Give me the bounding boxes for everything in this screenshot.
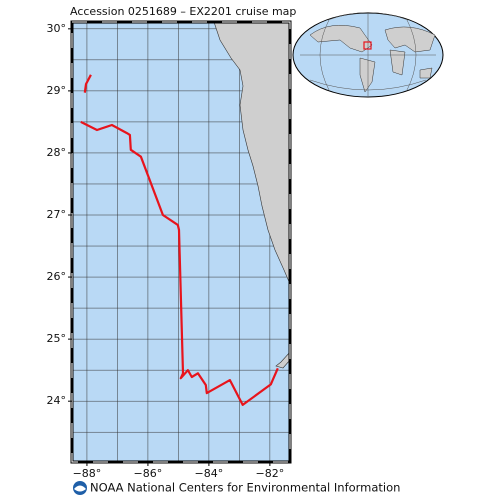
x-tick-label: −88° xyxy=(73,467,102,480)
y-tick-label: 24° xyxy=(47,394,67,407)
x-tick-label: −86° xyxy=(134,467,163,480)
cruise-track xyxy=(80,74,279,406)
map-frame xyxy=(70,20,292,464)
y-tick-label: 27° xyxy=(47,208,67,221)
map-title: Accession 0251689 – EX2201 cruise map xyxy=(70,5,296,18)
y-tick-label: 29° xyxy=(47,84,67,97)
y-tick-label: 28° xyxy=(47,146,67,159)
y-tick-label: 25° xyxy=(47,332,67,345)
y-tick-label: 30° xyxy=(47,22,67,35)
noaa-logo-bird xyxy=(74,485,86,492)
florida-land xyxy=(213,21,291,285)
footer: NOAA National Centers for Environmental … xyxy=(90,481,400,495)
x-tick-label: −82° xyxy=(256,467,285,480)
inset-globe xyxy=(292,12,444,98)
x-tick-label: −84° xyxy=(195,467,224,480)
y-tick-label: 26° xyxy=(47,270,67,283)
